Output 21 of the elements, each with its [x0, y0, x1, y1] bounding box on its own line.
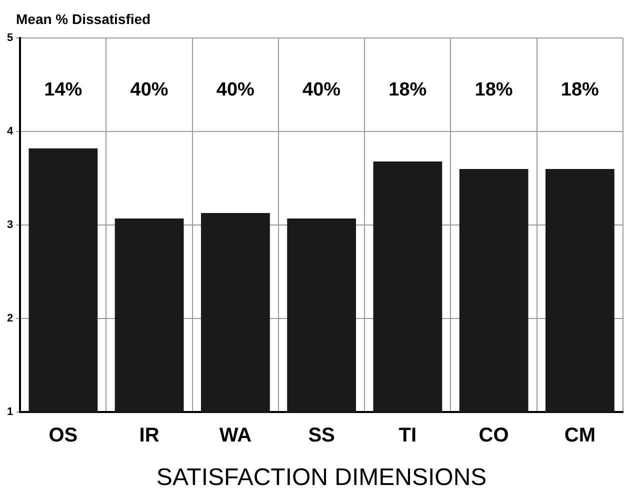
annotation: 40%: [302, 80, 341, 101]
annotation: 14%: [44, 80, 82, 101]
x-axis-title: SATISFACTION DIMENSIONS: [156, 464, 487, 492]
x-tick-label: SS: [308, 424, 335, 447]
y-axis-title: Mean % Dissatisfied: [16, 10, 151, 27]
x-tick-label: CM: [564, 424, 596, 447]
annotation: 18%: [388, 80, 427, 101]
y-tick-label: 3: [6, 219, 14, 232]
annotation: 40%: [216, 80, 255, 101]
x-tick-label: IR: [139, 424, 160, 447]
x-tick-label: WA: [219, 424, 252, 447]
annotation: 18%: [560, 80, 600, 101]
x-tick-label: TI: [398, 424, 417, 447]
annotation: 40%: [130, 80, 168, 101]
annotation: 18%: [474, 80, 513, 101]
x-tick-label: OS: [48, 424, 78, 447]
x-tick-label: CO: [478, 424, 509, 447]
y-tick-label: 4: [6, 126, 14, 138]
y-tick-label: 1: [6, 406, 14, 418]
y-tick-label: 2: [6, 312, 14, 325]
y-tick-label: 5: [6, 32, 14, 44]
